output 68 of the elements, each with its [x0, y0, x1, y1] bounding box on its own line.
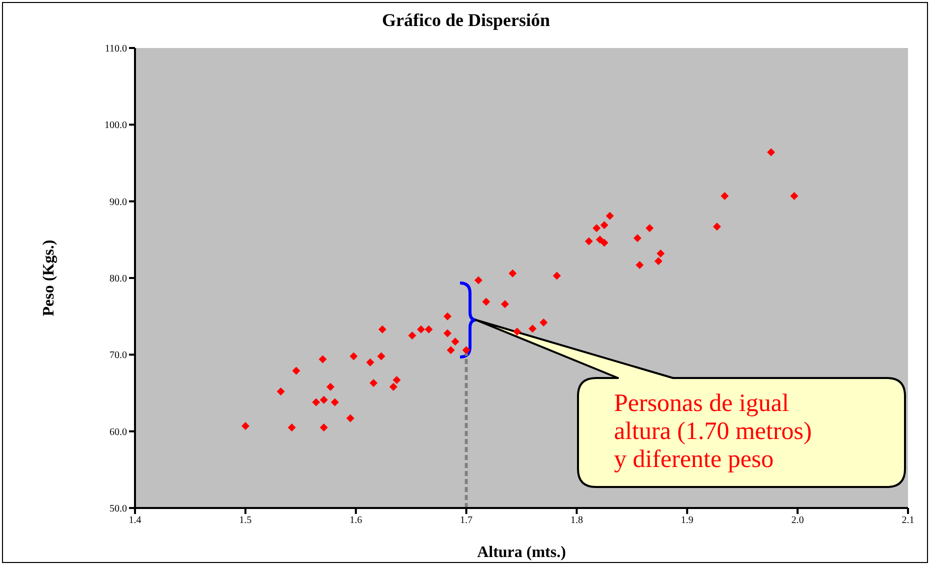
y-tick-label: 110.0 [104, 44, 127, 55]
point [606, 212, 614, 220]
point [288, 424, 296, 432]
point [312, 398, 320, 406]
y-tick-label: 50.0 [110, 504, 127, 515]
point [377, 352, 386, 360]
point [330, 398, 339, 406]
point [482, 298, 490, 306]
point [378, 325, 386, 334]
point [451, 338, 460, 346]
point [600, 221, 608, 230]
point [389, 382, 398, 391]
point [592, 224, 601, 232]
point [508, 269, 517, 278]
annotation: Personas de igual altura (1.70 metros) y diferente peso [614, 390, 813, 474]
point [417, 325, 426, 334]
point [320, 424, 328, 432]
point [513, 328, 522, 336]
point [446, 346, 455, 354]
x-tick-label: 1.9 [680, 515, 694, 526]
point [326, 382, 334, 391]
y-tick-label: 80.0 [110, 274, 127, 285]
point [408, 332, 416, 340]
point [462, 346, 470, 354]
point [636, 260, 644, 269]
point [596, 236, 604, 244]
point [241, 422, 250, 430]
point [712, 222, 721, 231]
point [500, 300, 509, 308]
point [346, 414, 354, 422]
point [276, 387, 285, 396]
x-tick-label: 1.5 [239, 515, 252, 526]
x-tick-label: 1.4 [128, 515, 142, 526]
point [350, 352, 358, 360]
point [656, 249, 665, 258]
point [370, 379, 378, 388]
point [654, 257, 662, 266]
point [318, 355, 327, 364]
point [444, 312, 452, 320]
point [552, 272, 561, 280]
point [392, 376, 401, 384]
chart-title: Gráfico de Dispersión [381, 10, 551, 31]
point [366, 358, 374, 366]
point [320, 396, 328, 404]
point [646, 224, 654, 232]
x-axis-title: Altura (mts.) [477, 544, 566, 561]
point [767, 148, 776, 156]
y-tick-label: 90.0 [110, 196, 127, 208]
point [292, 366, 300, 375]
point [584, 237, 593, 246]
x-tick-label: 1.7 [460, 515, 473, 526]
x-tick-label: 1.8 [570, 515, 583, 526]
point [540, 318, 548, 326]
point [600, 238, 608, 247]
point [444, 329, 452, 338]
y-tick-label: 60.0 [110, 426, 127, 438]
point [633, 234, 642, 242]
point [720, 192, 729, 200]
point [474, 276, 482, 284]
x-tick-label: 1.6 [350, 515, 362, 526]
x-tick-label: 2.0 [791, 515, 804, 526]
x-tick-label: 2.1 [902, 515, 914, 526]
point [790, 192, 798, 200]
point [424, 325, 433, 334]
y-tick-label: 100.0 [104, 120, 127, 132]
y-tick-label: 70.0 [110, 350, 127, 362]
y-axis-title: Peso (Kgs.) [40, 240, 58, 316]
point [528, 324, 537, 333]
